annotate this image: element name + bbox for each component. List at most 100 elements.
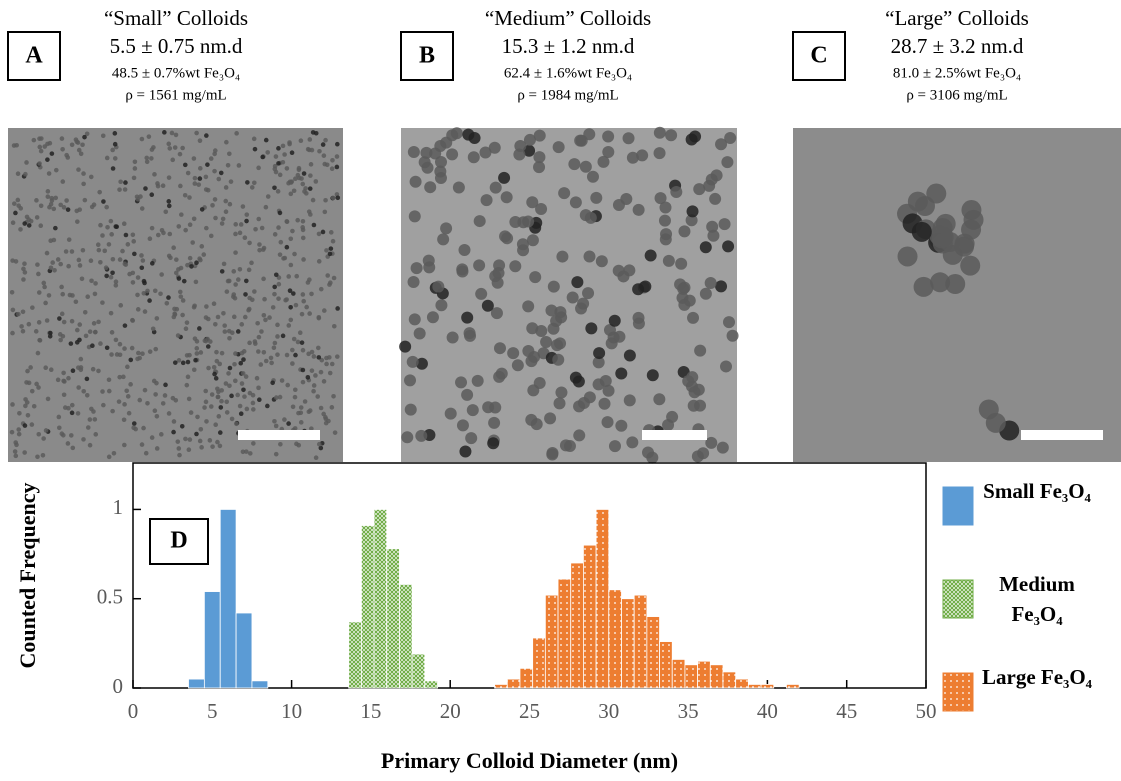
- particle: [293, 176, 298, 181]
- particle: [717, 442, 729, 454]
- particle: [670, 186, 682, 198]
- particle: [104, 205, 109, 210]
- particle: [677, 283, 689, 295]
- particle: [256, 386, 261, 391]
- particle: [185, 263, 190, 268]
- particle: [239, 222, 244, 227]
- particle: [300, 340, 305, 345]
- particle: [205, 162, 210, 167]
- particle: [163, 393, 168, 398]
- particle: [472, 375, 484, 387]
- particle: [56, 378, 61, 383]
- particle: [13, 454, 18, 459]
- histogram-bar: [361, 526, 374, 689]
- particle: [705, 437, 717, 449]
- particle: [155, 446, 160, 451]
- particle: [139, 265, 144, 270]
- particle: [525, 355, 537, 367]
- particle: [335, 354, 340, 359]
- particle: [39, 203, 44, 208]
- particle: [715, 280, 727, 292]
- particle: [17, 411, 22, 416]
- particle: [660, 233, 672, 245]
- particle: [107, 455, 112, 460]
- histogram-bar: [761, 684, 774, 688]
- particle: [705, 277, 717, 289]
- particle: [335, 306, 340, 311]
- particle: [281, 160, 286, 165]
- particle: [240, 381, 245, 386]
- particle: [688, 400, 700, 412]
- particle: [488, 417, 500, 429]
- particle: [194, 280, 199, 285]
- particle: [171, 430, 176, 435]
- particle: [307, 311, 312, 316]
- particle: [703, 180, 715, 192]
- particle: [308, 212, 313, 217]
- panel-title: “Medium” Colloids: [485, 6, 651, 30]
- particle: [101, 133, 106, 138]
- particle: [259, 362, 264, 367]
- particle: [213, 322, 218, 327]
- particle: [57, 415, 62, 420]
- histogram-bar: [558, 579, 571, 688]
- particle: [12, 201, 17, 206]
- particle: [277, 282, 282, 287]
- particle: [227, 151, 232, 156]
- particle: [609, 440, 621, 452]
- particle: [183, 163, 188, 168]
- particle: [136, 351, 141, 356]
- particle: [535, 203, 547, 215]
- particle: [170, 158, 175, 163]
- particle: [30, 422, 35, 427]
- particle: [177, 276, 182, 281]
- particle: [233, 296, 238, 301]
- particle: [300, 225, 305, 230]
- particle: [228, 202, 233, 207]
- particle: [678, 225, 690, 237]
- particle: [144, 451, 149, 456]
- particle: [306, 280, 311, 285]
- particle: [323, 138, 328, 143]
- particle: [179, 294, 184, 299]
- particle: [308, 173, 313, 178]
- particle: [302, 171, 307, 176]
- particle: [166, 142, 171, 147]
- x-tick-label: 20: [440, 699, 461, 723]
- particle: [213, 422, 218, 427]
- particle: [212, 169, 217, 174]
- particle: [68, 293, 73, 298]
- particle: [276, 225, 281, 230]
- particle: [659, 215, 671, 227]
- particle: [908, 192, 928, 212]
- particle: [174, 257, 179, 262]
- particle: [278, 173, 283, 178]
- particle: [69, 433, 74, 438]
- particle: [194, 131, 199, 136]
- particle: [314, 131, 319, 136]
- particle: [14, 443, 19, 448]
- particle: [16, 427, 21, 432]
- particle: [83, 310, 88, 315]
- particle: [276, 146, 281, 151]
- particle: [526, 322, 538, 334]
- particle: [36, 351, 41, 356]
- particle: [236, 277, 241, 282]
- particle: [325, 273, 330, 278]
- particle: [143, 388, 148, 393]
- particle: [11, 220, 16, 225]
- histogram-bar: [647, 617, 660, 688]
- particle: [546, 447, 558, 459]
- particle: [295, 218, 300, 223]
- particle: [165, 301, 170, 306]
- particle: [123, 180, 128, 185]
- particle: [38, 223, 43, 228]
- particle: [324, 421, 329, 426]
- particle: [21, 277, 26, 282]
- particle: [306, 352, 311, 357]
- particle: [301, 348, 306, 353]
- particle: [152, 379, 157, 384]
- particle: [140, 351, 145, 356]
- particle: [247, 341, 252, 346]
- particle: [185, 353, 190, 358]
